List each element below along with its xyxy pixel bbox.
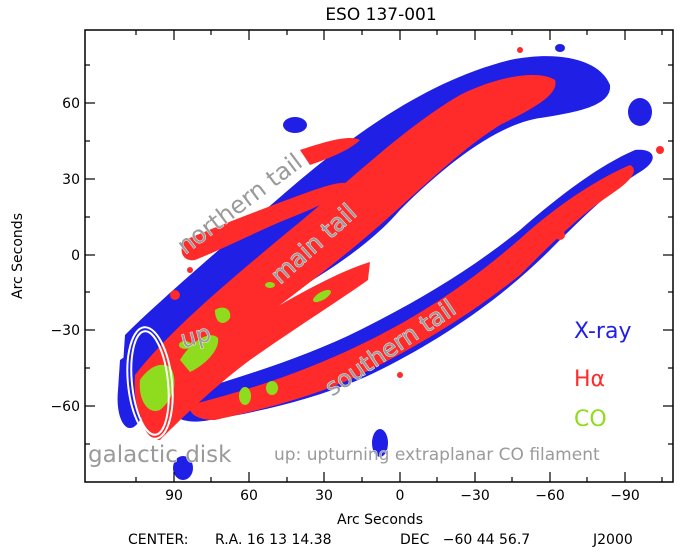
x-tick-label: −30 [460, 488, 490, 504]
legend-halpha: Hα [574, 367, 605, 392]
x-tick-label: −90 [610, 488, 640, 504]
y-tick-label: 60 [62, 96, 80, 112]
legend-co: CO [574, 407, 607, 432]
legend: X-ray Hα CO [574, 319, 631, 432]
legend-xray: X-ray [574, 319, 631, 344]
up-note-label: up: upturning extraplanar CO filament [274, 445, 600, 465]
y-tick-labels: 60 30 0 −30 −60 [50, 96, 80, 415]
galactic-disk-label: galactic disk [88, 442, 232, 468]
plot-frame [84, 29, 674, 483]
y-tick-label: −60 [50, 399, 80, 415]
x-tick-label: 90 [165, 488, 183, 504]
x-tick-labels: 90 60 30 0 −30 −60 −90 [165, 488, 640, 504]
y-tick-label: −30 [50, 323, 80, 339]
x-tick-label: 60 [240, 488, 258, 504]
axis-ticks [85, 30, 673, 482]
emission-map [117, 44, 664, 480]
x-tick-label: 0 [396, 488, 405, 504]
y-tick-label: 30 [62, 172, 80, 188]
ra-value: R.A. 16 13 14.38 [215, 532, 332, 548]
co-emission [139, 282, 331, 411]
x-tick-label: −60 [535, 488, 565, 504]
center-label: CENTER: [128, 532, 189, 548]
x-tick-label: 30 [315, 488, 333, 504]
halpha-emission [134, 47, 664, 440]
figure-title: ESO 137-001 [325, 5, 436, 25]
x-axis-label: Arc Seconds [337, 512, 423, 528]
y-tick-label: 0 [71, 248, 80, 264]
center-coordinates: CENTER: R.A. 16 13 14.38 DEC −60 44 56.7… [128, 532, 633, 548]
galactic-disk-ellipse [126, 326, 174, 440]
y-axis-label: Arc Seconds [10, 213, 26, 299]
epoch-value: J2000 [592, 532, 633, 548]
dec-value: DEC −60 44 56.7 [400, 532, 530, 548]
